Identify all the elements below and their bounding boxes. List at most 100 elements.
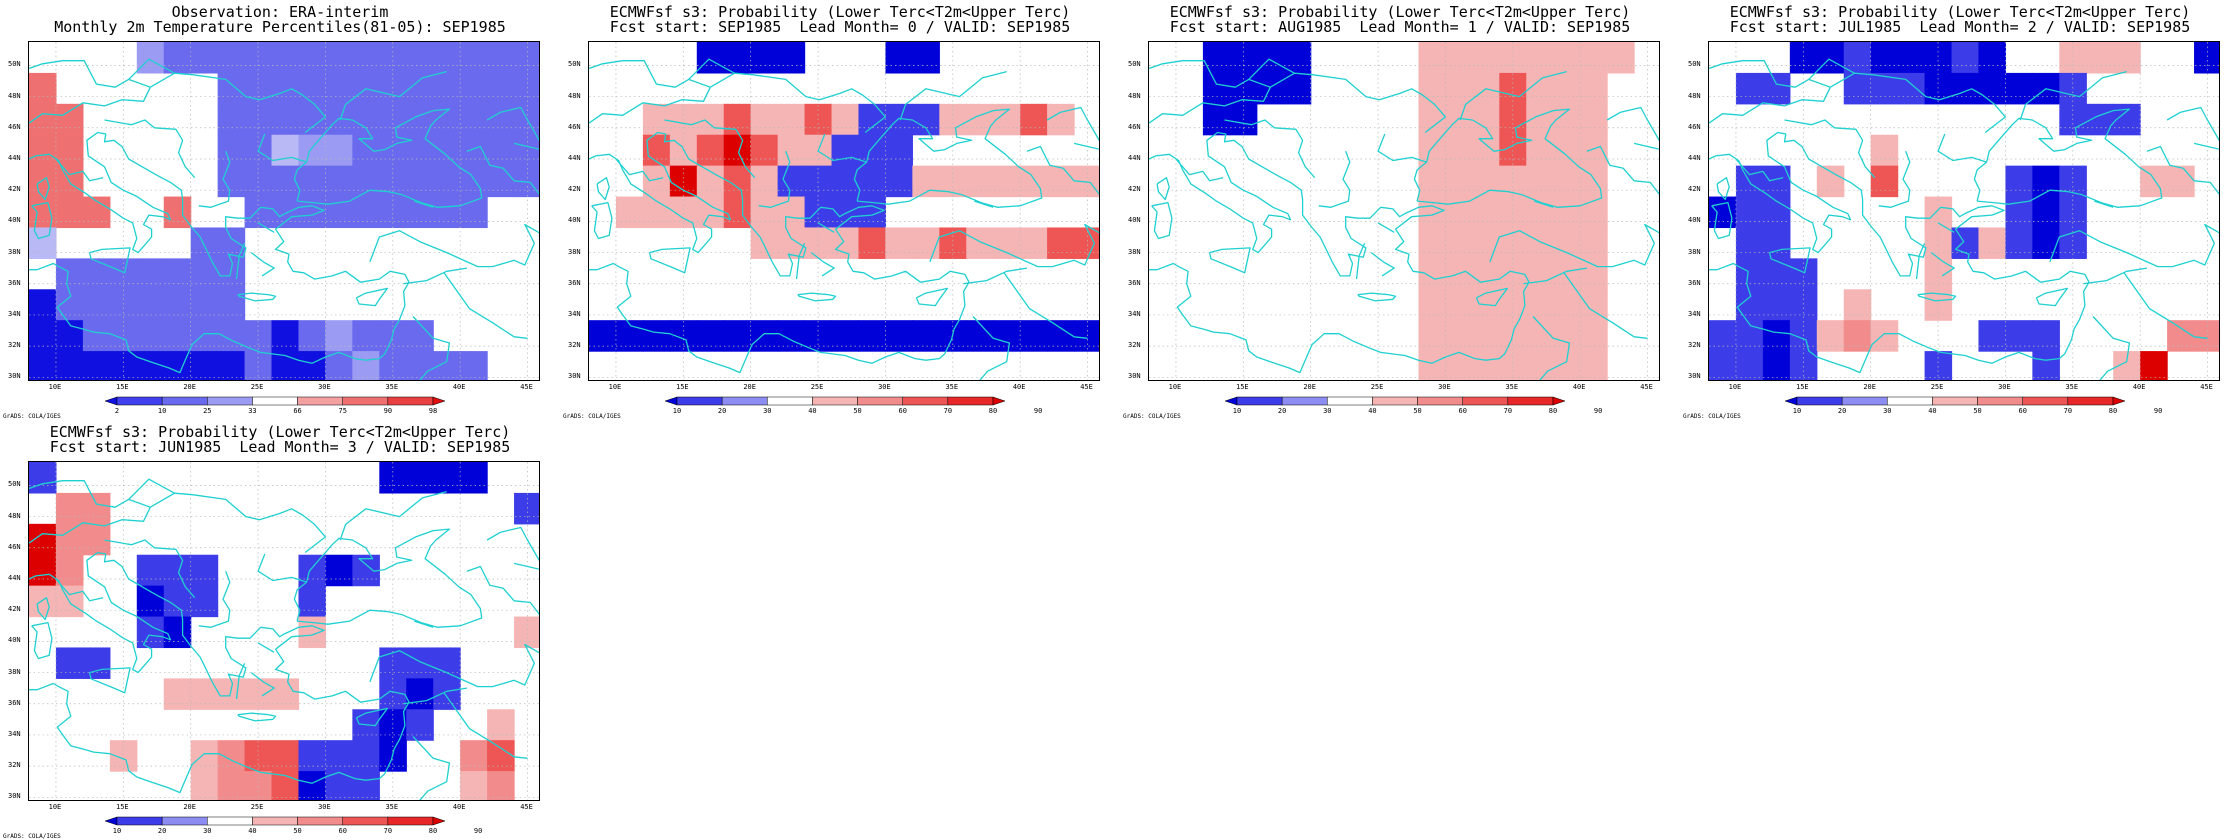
grid-cell xyxy=(993,165,1021,198)
grid-cell xyxy=(298,585,327,618)
grid-cell xyxy=(1020,103,1048,136)
lat-tick-label: 46N xyxy=(8,122,21,131)
grid-cell xyxy=(777,42,806,74)
grid-cell xyxy=(2005,227,2033,259)
lat-tick-label: 38N xyxy=(1128,247,1141,256)
grid-cell xyxy=(1472,42,1500,74)
grid-cell xyxy=(325,554,353,587)
grid-cell xyxy=(190,771,219,800)
colorbar-segment xyxy=(342,396,389,406)
grid-cell xyxy=(55,351,84,380)
panel-title-line2: Fcst start: JUL1985 Lead Month= 2 / VALI… xyxy=(1729,18,2191,36)
lon-tick-label: 35E xyxy=(2065,383,2079,391)
coastline xyxy=(589,60,711,124)
colorbar: 10 20 30 40 50 60 70 80 90 xyxy=(1680,395,2240,419)
grid-cell xyxy=(190,258,219,290)
colorbar-label: 25 xyxy=(203,407,211,415)
coastline xyxy=(403,267,468,285)
grid-cell xyxy=(1445,72,1473,105)
grid-cell xyxy=(1526,258,1554,290)
colorbar-segment xyxy=(1224,396,1238,406)
map-panel-observation: Observation: ERA-interim Monthly 2m Temp… xyxy=(0,0,560,420)
lat-tick-label: 44N xyxy=(8,153,21,162)
lat-tick-label: 42N xyxy=(8,605,21,614)
grid-cell xyxy=(1472,196,1500,229)
coastline xyxy=(369,223,539,268)
grid-cell xyxy=(55,647,84,679)
coastline xyxy=(149,492,327,554)
coastline xyxy=(1709,131,2090,374)
colorbar: 10 20 30 40 50 60 70 80 90 xyxy=(560,395,1120,419)
grid-cell xyxy=(831,320,860,352)
grid-cell xyxy=(460,462,488,494)
coastline xyxy=(88,667,131,694)
lat-tick-label: 46N xyxy=(8,542,21,551)
grid-cell xyxy=(1526,165,1554,198)
colorbar-label: 30 xyxy=(1883,407,1891,415)
coastline xyxy=(1937,133,1987,163)
colorbar-label: 20 xyxy=(158,827,166,835)
coastline xyxy=(615,158,664,182)
colorbar-segment xyxy=(1507,396,1554,406)
colorbar-label: 98 xyxy=(429,407,437,415)
colorbar-label: 66 xyxy=(293,407,301,415)
lat-tick-label: 40N xyxy=(8,636,21,645)
grid-cell xyxy=(433,134,461,167)
colorbar-svg: 10 20 30 40 50 60 70 80 90 xyxy=(104,816,482,835)
grid-cell xyxy=(1202,42,1231,74)
lat-tick-label: 40N xyxy=(8,216,21,225)
grid-cell xyxy=(2032,320,2060,352)
grid-cell xyxy=(885,165,913,198)
grid-cell xyxy=(136,289,165,321)
lon-tick-label: 15E xyxy=(115,383,129,391)
coastline xyxy=(257,642,275,653)
colorbar-label: 10 xyxy=(1793,407,1801,415)
coastline xyxy=(1735,158,1784,182)
colorbar-svg: 10 20 30 40 50 60 70 80 90 xyxy=(1224,396,1602,415)
grid-cell xyxy=(1526,196,1554,229)
coastline xyxy=(1489,223,1659,268)
lat-tick-label: 50N xyxy=(1688,60,1701,69)
grid-cell xyxy=(406,165,434,198)
grid-cell xyxy=(1526,42,1554,74)
colorbar-label: 70 xyxy=(944,407,952,415)
grid-cell xyxy=(1978,72,2007,105)
coastline xyxy=(31,621,53,660)
grid-cell xyxy=(163,289,192,321)
lat-tick-label: 40N xyxy=(1688,216,1701,225)
grid-cell xyxy=(271,42,300,74)
colorbar-svg: 10 20 30 40 50 60 70 80 90 xyxy=(664,396,1042,415)
grid-cell xyxy=(885,320,913,352)
colorbar-label: 60 xyxy=(2018,407,2026,415)
lat-tick-label: 38N xyxy=(1688,247,1701,256)
grid-cell xyxy=(190,320,219,352)
lat-tick-label: 48N xyxy=(8,91,21,100)
lon-tick-label: 25E xyxy=(1370,383,1384,391)
colorbar-label: 20 xyxy=(1838,407,1846,415)
grid-cell xyxy=(136,258,165,290)
lon-tick-label: 10E xyxy=(48,803,62,811)
grid-cell xyxy=(271,740,300,772)
lat-tick-label: 32N xyxy=(8,341,21,350)
coastline xyxy=(29,480,151,544)
grid-cell xyxy=(298,740,327,772)
grid-cell xyxy=(1553,289,1581,321)
colorbar-segment xyxy=(116,816,163,826)
grid-cell xyxy=(82,492,111,525)
grid-cell xyxy=(136,616,165,649)
coastline xyxy=(486,106,539,142)
colorbar-segment xyxy=(992,396,1006,406)
coastline xyxy=(104,539,196,599)
colorbar-label: 10 xyxy=(113,827,121,835)
grid-cell xyxy=(217,258,246,290)
lon-tick-label: 10E xyxy=(608,383,622,391)
coastline xyxy=(709,72,887,134)
coastline xyxy=(1586,145,1659,195)
grid-cell xyxy=(1553,42,1581,74)
grid-cell xyxy=(163,616,192,649)
coastline xyxy=(29,551,410,794)
grid-cell xyxy=(163,42,192,74)
grid-cell xyxy=(831,165,860,198)
coastline xyxy=(899,70,1007,121)
lat-tick-label: 30N xyxy=(8,792,21,801)
